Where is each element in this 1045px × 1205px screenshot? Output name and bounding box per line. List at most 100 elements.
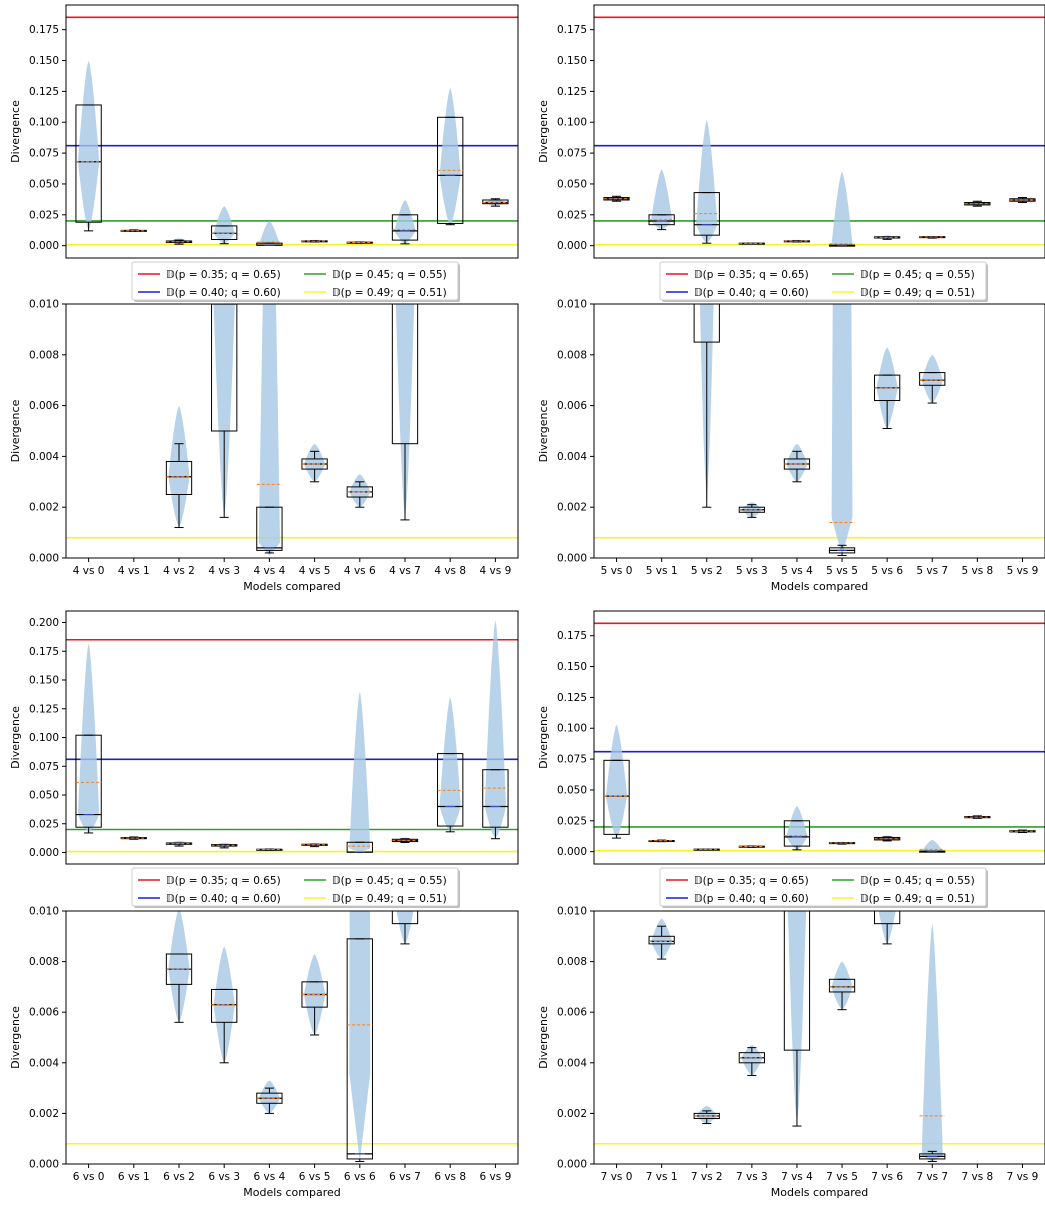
x-tick-label: 7 vs 7 (916, 1171, 948, 1183)
chart-panel-7: 0.000 0.025 0.050 0.075 0.100 0.125 0.150 0.175… (537, 610, 1045, 908)
y-tick-label: 0.002 (557, 502, 587, 514)
iqr-box (828, 978, 856, 993)
y-tick-label: 0.008 (557, 349, 587, 361)
box-2 (120, 229, 147, 232)
legend-box (659, 261, 987, 301)
y-tick-label: 0.006 (29, 400, 59, 412)
x-axis-label: Models compared (243, 580, 341, 593)
iqr-box (437, 753, 464, 827)
y-tick-label: 0.002 (29, 1108, 59, 1120)
legend-label: 𝔻(p = 0.35; q = 0.65) (166, 875, 281, 887)
y-tick-label: 0.004 (29, 1057, 59, 1069)
y-tick-label: 0.125 (557, 692, 587, 704)
y-tick-label: 0.004 (557, 451, 587, 463)
box-1 (75, 643, 102, 834)
box-3 (165, 405, 193, 529)
iqr-box (693, 304, 720, 343)
x-tick-label: 5 vs 5 (826, 565, 858, 577)
y-tick-label: 0.006 (557, 1007, 587, 1019)
x-tick-label: 6 vs 2 (163, 1171, 195, 1183)
legend: 𝔻(p = 0.35; q = 0.65) 𝔻(p = 0.45; q = 0.5… (659, 261, 988, 302)
violin (484, 620, 506, 839)
box-4 (738, 1045, 765, 1076)
box-8 (919, 235, 946, 239)
box-4 (738, 845, 765, 848)
box-7 (874, 835, 901, 842)
iqr-box (438, 0, 463, 101)
iqr-box (482, 769, 509, 828)
plot-area (594, 0, 1045, 556)
y-tick-label: 0.006 (29, 1007, 59, 1019)
chart-panel-2: 0.000 0.002 0.004 0.006 0.008 0.010 Divergence… (9, 0, 519, 593)
y-tick-label: 0.125 (29, 86, 59, 98)
x-tick-label: 4 vs 4 (254, 565, 286, 577)
y-tick-label: 0.175 (557, 630, 587, 642)
iqr-box (211, 225, 238, 240)
legend-label: 𝔻(p = 0.40; q = 0.60) (694, 287, 809, 299)
legend-label: 𝔻(p = 0.49; q = 0.51) (332, 287, 447, 299)
legend: 𝔻(p = 0.35; q = 0.65) 𝔻(p = 0.45; q = 0.5… (659, 867, 988, 908)
violin (1012, 721, 1033, 772)
y-tick-label: 0.000 (557, 240, 587, 252)
x-tick-label: 4 vs 2 (163, 565, 195, 577)
y-tick-label: 0.010 (29, 906, 59, 918)
y-axis-label: Divergence (9, 706, 22, 769)
y-tick-label: 0.050 (557, 784, 587, 796)
iqr-box (346, 938, 373, 1160)
violin (831, 961, 853, 1010)
violin (168, 405, 190, 528)
x-tick-label: 6 vs 9 (480, 1171, 512, 1183)
violin (168, 911, 190, 1023)
x-tick-label: 4 vs 7 (389, 565, 421, 577)
legend-label: 𝔻(p = 0.49; q = 0.51) (860, 287, 975, 299)
x-tick-label: 7 vs 5 (826, 1171, 858, 1183)
violin (831, 304, 853, 556)
y-tick-label: 0.004 (29, 451, 59, 463)
box-3 (165, 238, 193, 245)
y-axis-label: Divergence (9, 399, 22, 462)
y-tick-label: 0.010 (29, 299, 59, 311)
y-tick-label: 0.100 (29, 732, 59, 744)
violin (921, 354, 943, 404)
axes-frame (593, 4, 1045, 259)
violin (259, 1080, 280, 1114)
y-tick-label: 0.025 (557, 209, 587, 221)
y-tick-label: 0.125 (29, 703, 59, 715)
box-9 (437, 87, 464, 226)
box-7 (346, 911, 373, 1162)
y-tick-label: 0.175 (557, 24, 587, 36)
plot-area (66, 0, 518, 556)
box-4 (738, 242, 765, 245)
x-tick-label: 7 vs 4 (781, 1171, 813, 1183)
y-tick-label: 0.150 (557, 55, 587, 67)
iqr-box (648, 935, 675, 945)
box-6 (828, 961, 856, 1011)
y-tick-label: 0.100 (557, 723, 587, 735)
y-tick-label: 0.150 (29, 55, 59, 67)
x-tick-label: 6 vs 7 (389, 1171, 421, 1183)
y-tick-label: 0.008 (557, 956, 587, 968)
violin (349, 691, 371, 853)
x-tick-label: 7 vs 9 (1007, 1171, 1039, 1183)
box-8 (919, 354, 946, 404)
iqr-box (165, 460, 193, 496)
x-tick-label: 4 vs 6 (344, 565, 376, 577)
y-tick-label: 0.100 (29, 117, 59, 129)
box-7 (874, 347, 901, 429)
chart-panel-1: 0.000 0.025 0.050 0.075 0.100 0.125 0.150 0.175… (9, 4, 519, 302)
x-tick-label: 6 vs 6 (344, 1171, 376, 1183)
x-tick-label: 4 vs 3 (208, 565, 240, 577)
iqr-box (603, 759, 630, 835)
x-tick-label: 4 vs 0 (73, 565, 105, 577)
box-7 (874, 911, 901, 945)
y-tick-label: 0.025 (29, 209, 59, 221)
box-4 (211, 842, 238, 849)
x-tick-label: 4 vs 9 (480, 565, 512, 577)
violin (787, 911, 807, 1126)
plot-area (594, 622, 1045, 853)
box-8 (919, 923, 946, 1162)
y-tick-label: 0.050 (29, 790, 59, 802)
y-tick-label: 0.008 (29, 956, 59, 968)
x-tick-label: 6 vs 1 (118, 1171, 150, 1183)
iqr-box (649, 0, 674, 126)
